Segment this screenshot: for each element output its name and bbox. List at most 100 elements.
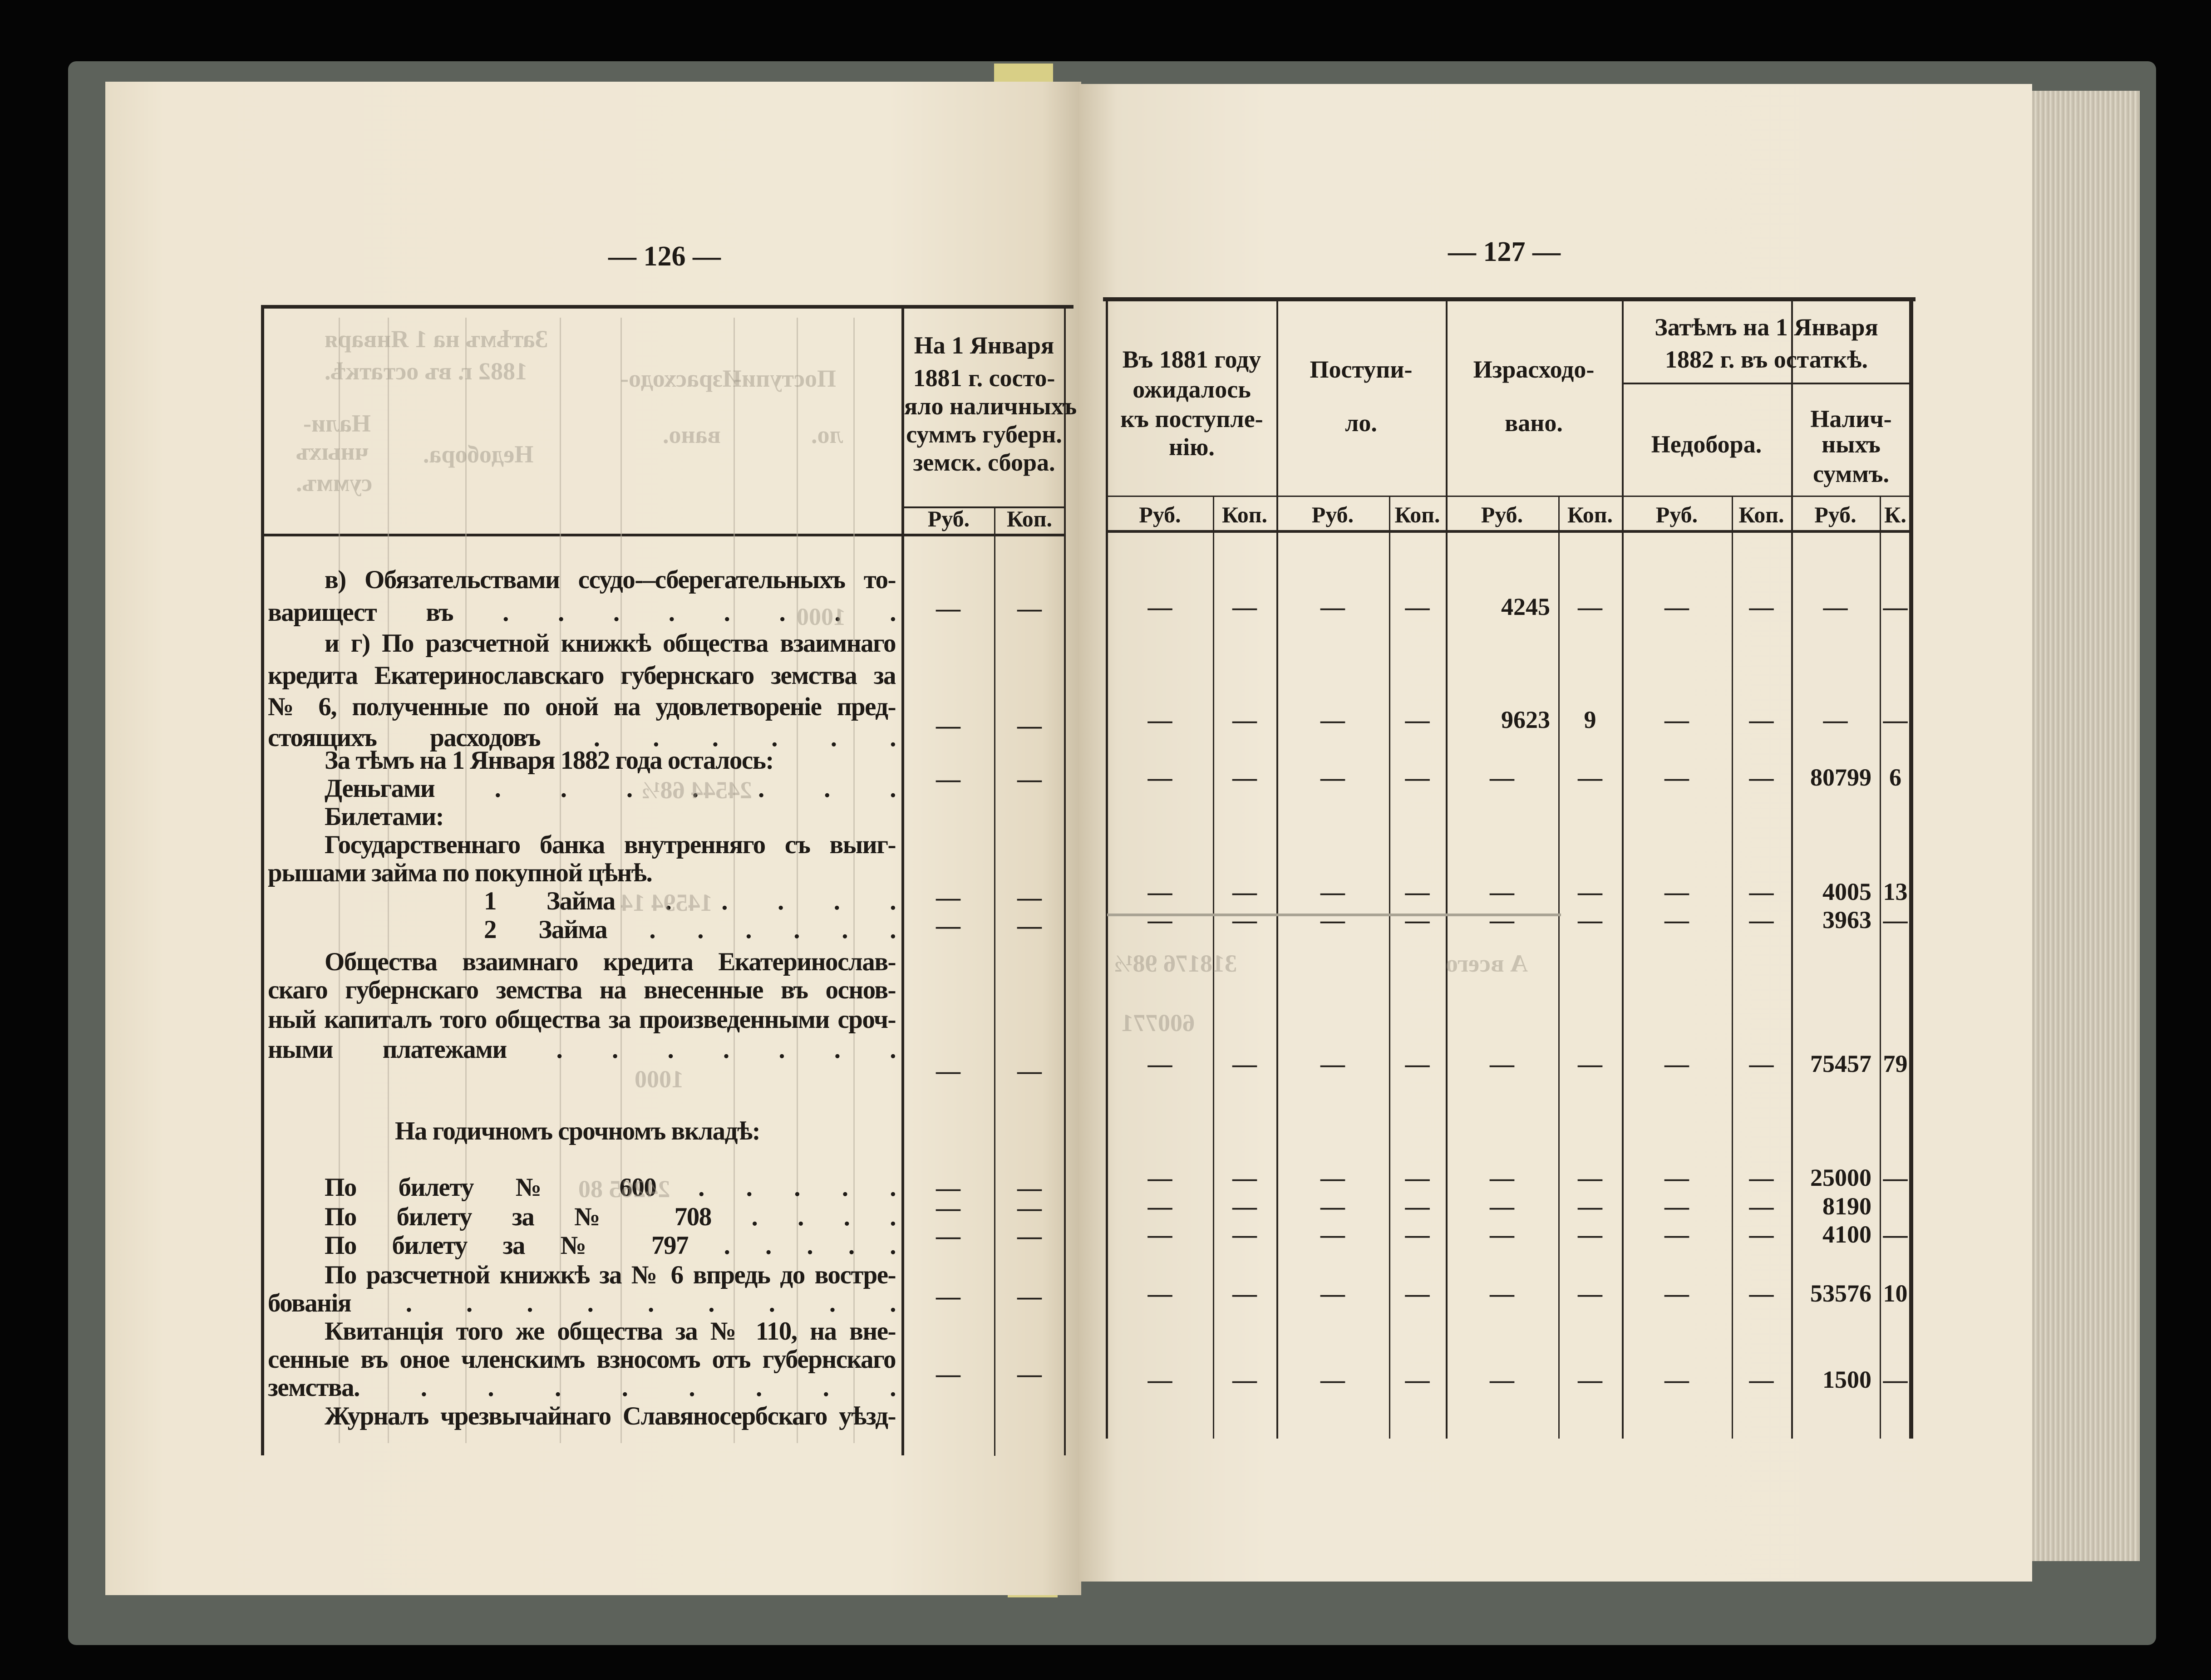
text-line: Общества взаимнаго кредита Екатеринослав…	[325, 948, 896, 976]
cell-kop: —	[1017, 1174, 1042, 1201]
cell-rub: —	[1490, 1221, 1514, 1248]
bleed-through-text: 24544 68½	[642, 776, 752, 804]
cell-rub: —	[1823, 593, 1848, 620]
cell-rub: —	[1664, 1221, 1689, 1248]
bleed-through-text: 1000	[635, 1066, 684, 1093]
cell-kop: —	[1017, 1222, 1042, 1249]
text-line: По билету за № 708 . . . .	[325, 1203, 896, 1231]
cell-rub: —	[1823, 706, 1848, 733]
cell-rub: —	[1664, 764, 1689, 791]
cell-rub: 80799	[1810, 764, 1871, 791]
cell-kop: —	[1749, 1050, 1774, 1077]
column-divider	[1276, 300, 1278, 1439]
bleed-through-rule	[339, 318, 340, 1443]
bleed-through-text: суммъ.	[296, 469, 373, 496]
cell-rub: —	[1320, 1164, 1345, 1191]
bleed-through-rule	[797, 318, 798, 1443]
text-line: и г) По разсчетной книжкѣ общества взаим…	[325, 629, 896, 658]
header-kop: Коп.	[1738, 502, 1784, 527]
cell-kop: —	[1232, 764, 1257, 791]
cell-kop: —	[1232, 706, 1257, 733]
header-rule	[902, 506, 1065, 508]
cell-kop: 9	[1584, 706, 1596, 733]
cell-rub: 4100	[1822, 1221, 1871, 1248]
header-kop: Коп.	[1006, 506, 1053, 531]
cell-kop: —	[1017, 1360, 1042, 1387]
cell-kop: —	[1578, 1193, 1602, 1220]
table-border-right	[1064, 307, 1066, 1455]
cell-kop: —	[1578, 1164, 1602, 1191]
header-rule	[1107, 530, 1911, 533]
table-border-top	[1103, 297, 1916, 301]
header-rub: Руб.	[1814, 502, 1856, 527]
bleed-through-rule	[560, 318, 561, 1443]
header-expected: ожидалось	[1133, 376, 1251, 403]
cell-rub: —	[936, 594, 960, 622]
cell-rub: —	[936, 1222, 960, 1249]
header-title-line: земск. сбора.	[913, 449, 1055, 476]
cell-kop: —	[1232, 1050, 1257, 1077]
cell-kop: —	[1749, 906, 1774, 933]
right-page	[1079, 84, 2032, 1582]
text-line: За тѣмъ на 1 Января 1882 года осталось:	[325, 746, 774, 775]
header-arrears: Недобора.	[1651, 431, 1762, 458]
cell-rub: —	[936, 1194, 960, 1221]
header-rule	[261, 534, 1065, 536]
cell-rub: —	[1664, 1193, 1689, 1220]
header-expected: нію.	[1169, 433, 1215, 461]
cell-kop: —	[1578, 1221, 1602, 1248]
text-line: скаго губернскаго земства на внесенные в…	[268, 976, 896, 1004]
cell-kop: —	[1405, 706, 1430, 733]
header-kop: К.	[1884, 502, 1906, 527]
text-line: По билету № 600 . . . . .	[325, 1173, 896, 1202]
header-cash: Налич-	[1810, 405, 1892, 432]
cell-kop: —	[1749, 1164, 1774, 1191]
cell-rub: —	[936, 1282, 960, 1310]
cell-kop: —	[1232, 878, 1257, 905]
header-spent: вано.	[1505, 409, 1563, 437]
cell-rub: —	[1664, 1050, 1689, 1077]
header-title-line: 1881 г. состо-	[913, 364, 1055, 392]
bleed-through-text: вано.	[663, 421, 721, 448]
cell-rub: —	[1147, 1193, 1172, 1220]
cell-rub: —	[1320, 706, 1345, 733]
cell-rub: —	[1320, 1193, 1345, 1220]
cell-kop: —	[1017, 1057, 1042, 1084]
bleed-through-rule	[620, 318, 622, 1443]
bleed-through-text: Затѣмъ на 1 Января	[325, 325, 548, 353]
header-title-line: яло наличныхъ	[904, 393, 1077, 420]
cell-kop: —	[1749, 1193, 1774, 1220]
cell-rub: —	[1664, 1366, 1689, 1393]
bleed-through-rule	[465, 318, 467, 1443]
text-line: ными платежами . . . . . . .	[268, 1035, 896, 1064]
cell-rub: —	[1320, 764, 1345, 791]
cell-rub: 25000	[1810, 1164, 1871, 1191]
header-cash: суммъ.	[1812, 460, 1890, 487]
cell-kop: —	[1232, 906, 1257, 933]
header-title-line: суммъ губерн.	[906, 421, 1062, 448]
header-remainder: 1882 г. въ остаткѣ.	[1664, 346, 1868, 373]
bleed-through-text: 318176 98½	[1114, 950, 1237, 977]
cell-kop: —	[1883, 906, 1908, 933]
cell-rub: —	[1147, 764, 1172, 791]
bleed-through-text: Поступи-	[734, 365, 836, 392]
cell-rub: —	[1490, 878, 1514, 905]
bleed-through-text: А всего	[1446, 950, 1528, 977]
cell-rub: —	[936, 1057, 960, 1084]
cell-kop: —	[1232, 1193, 1257, 1220]
cell-rub: —	[1664, 906, 1689, 933]
cell-kop: 79	[1883, 1050, 1908, 1077]
table-border-left	[261, 307, 264, 1455]
bleed-through-rule	[388, 318, 389, 1443]
cell-kop: —	[1232, 1280, 1257, 1307]
cell-rub: —	[1490, 1280, 1514, 1307]
cell-rub: —	[1490, 906, 1514, 933]
cell-kop: —	[1405, 1221, 1430, 1248]
cell-rub: —	[1664, 878, 1689, 905]
page-number-right: — 127 —	[1448, 236, 1561, 267]
text-line: рышами займа по покупной цѣнѣ.	[268, 859, 653, 887]
cell-rub: —	[1320, 906, 1345, 933]
cell-rub: —	[1147, 1164, 1172, 1191]
cell-kop: —	[1749, 764, 1774, 791]
bleed-through-text: Нали-	[303, 410, 371, 437]
